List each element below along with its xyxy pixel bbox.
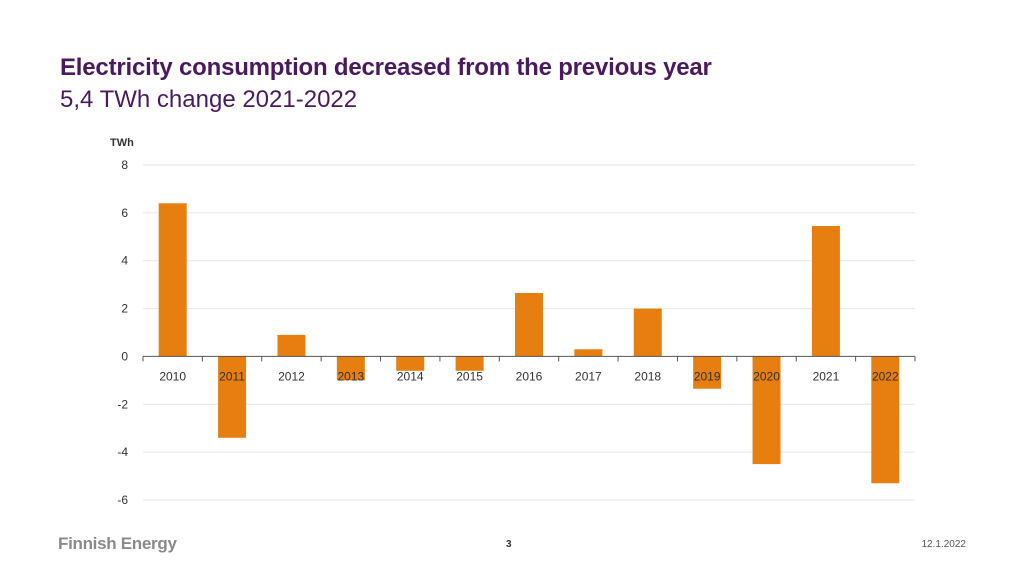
page-number: 3	[506, 539, 512, 550]
x-tick-label: 2012	[278, 369, 305, 383]
x-tick-label: 2016	[516, 369, 543, 383]
x-tick-label: 2021	[813, 369, 840, 383]
x-tick-label: 2019	[694, 369, 721, 383]
y-axis-unit-label: TWh	[110, 137, 134, 149]
y-tick-label: 8	[121, 158, 128, 172]
bar-2021	[811, 226, 840, 357]
slide-title: Electricity consumption decreased from t…	[60, 54, 712, 81]
y-tick-label: -6	[117, 493, 128, 507]
slide-subtitle: 5,4 TWh change 2021-2022	[60, 86, 358, 113]
x-tick-label: 2013	[337, 369, 364, 383]
bar-2010	[158, 203, 187, 357]
footer-date: 12.1.2022	[921, 539, 967, 550]
y-tick-label: 2	[121, 302, 128, 316]
y-tick-label: 0	[121, 349, 128, 363]
x-tick-label: 2018	[634, 369, 661, 383]
y-tick-label: -4	[117, 445, 128, 459]
bar-2022	[871, 356, 900, 484]
bar-2018	[633, 308, 662, 357]
bar-2014	[396, 356, 425, 371]
x-tick-label: 2011	[219, 369, 245, 383]
x-tick-label: 2022	[872, 369, 899, 383]
y-tick-label: 6	[121, 206, 128, 220]
bar-2020	[752, 356, 781, 465]
x-tick-label: 2010	[159, 369, 186, 383]
bar-2013	[336, 356, 365, 381]
finnish-energy-logo: Finnish Energy	[58, 534, 177, 553]
x-tick-label: 2017	[575, 369, 602, 383]
x-tick-label: 2020	[753, 369, 780, 383]
x-tick-label: 2014	[397, 369, 424, 383]
bar-2019	[693, 356, 722, 389]
bar-2015	[455, 356, 484, 371]
y-tick-label: -2	[117, 397, 128, 411]
y-tick-label: 4	[121, 254, 128, 268]
bar-2012	[277, 334, 306, 357]
bar-2011	[218, 356, 247, 438]
bar-2017	[574, 349, 603, 357]
x-tick-label: 2015	[456, 369, 483, 383]
bar-2016	[515, 293, 543, 357]
